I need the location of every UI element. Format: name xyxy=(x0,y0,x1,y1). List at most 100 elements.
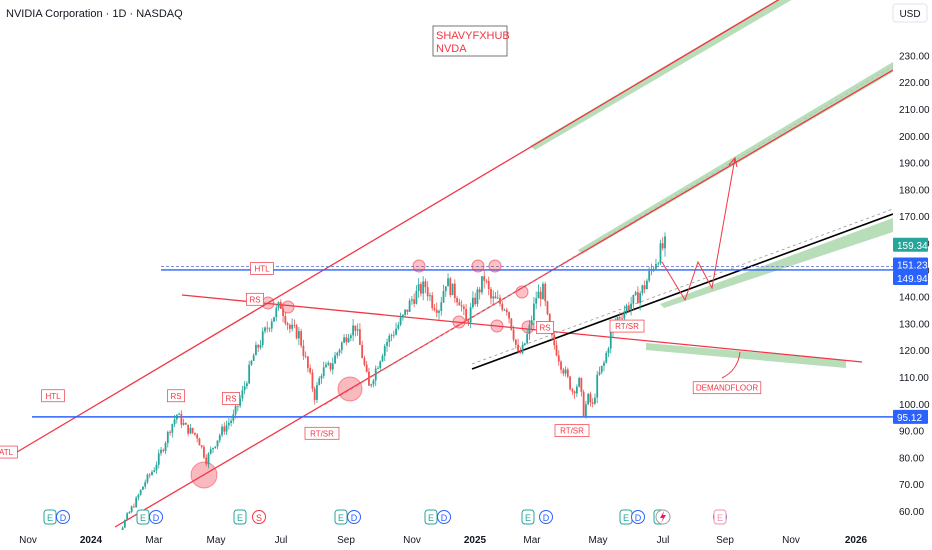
dividend-marker[interactable]: D xyxy=(56,510,70,524)
candle-body xyxy=(517,344,519,352)
dividend-marker[interactable]: D xyxy=(539,510,553,524)
candle-body xyxy=(169,431,171,433)
candle-body xyxy=(184,422,187,425)
candle-body xyxy=(542,283,544,300)
annotation-label[interactable]: RT/SR xyxy=(304,426,340,440)
candle-body xyxy=(510,318,513,330)
candle-body xyxy=(456,298,458,303)
x-tick-label: Sep xyxy=(337,535,355,546)
candle-body xyxy=(273,317,275,322)
candle-body xyxy=(115,538,117,543)
earnings-marker[interactable]: E xyxy=(424,509,438,525)
annotation-label[interactable]: RT/SR xyxy=(609,319,645,333)
candle-body xyxy=(582,391,585,417)
candle-body xyxy=(300,331,303,346)
candle-body xyxy=(361,344,364,358)
candle-body xyxy=(435,309,438,313)
split-marker[interactable]: S xyxy=(252,510,266,524)
candle-body xyxy=(440,302,443,311)
candle-body xyxy=(555,345,558,356)
candle-body xyxy=(325,364,327,368)
candle-body xyxy=(246,383,248,387)
candle-body xyxy=(639,293,642,304)
candle-body xyxy=(110,544,112,549)
annotation-label[interactable]: RS xyxy=(536,321,554,334)
candle-body xyxy=(139,489,142,495)
event-marker-label: E xyxy=(47,513,53,523)
event-marker-label: D xyxy=(153,513,160,523)
y-tick-label: 230.00 xyxy=(899,51,930,62)
candle-body xyxy=(603,362,605,366)
annotation-text: RT/SR xyxy=(310,429,334,438)
candle-body xyxy=(334,355,336,364)
annotation-label[interactable]: RS xyxy=(222,392,240,405)
candle-body xyxy=(451,283,454,296)
candle-body xyxy=(600,365,603,373)
dividend-marker[interactable]: D xyxy=(631,510,645,524)
earnings-marker[interactable]: E xyxy=(521,509,535,525)
candle-body xyxy=(232,414,235,421)
highlight-circle xyxy=(471,259,485,273)
candle-body xyxy=(205,457,208,465)
annotation-label[interactable]: HTL xyxy=(250,262,274,275)
candle-body xyxy=(137,494,140,498)
candle-body xyxy=(349,335,352,339)
candle-body xyxy=(607,348,610,353)
event-marker-label: E xyxy=(717,513,723,523)
candle-body xyxy=(539,291,542,300)
candle-body xyxy=(279,302,282,309)
candle-body xyxy=(347,338,350,343)
annotation-label[interactable]: RS xyxy=(246,292,264,306)
annotation-label[interactable]: RT/SR xyxy=(554,424,590,437)
candle-body xyxy=(359,329,361,345)
y-tick-label: 140.00 xyxy=(899,293,930,304)
candle-body xyxy=(182,422,185,425)
candle-body xyxy=(331,363,334,370)
annotation-label[interactable]: ATL xyxy=(0,445,18,459)
x-tick-label: May xyxy=(207,535,226,546)
earnings-marker[interactable]: E xyxy=(619,509,633,525)
candle-body xyxy=(374,368,377,381)
earnings-marker[interactable]: E xyxy=(43,509,57,525)
candle-body xyxy=(453,283,456,299)
candle-body xyxy=(569,376,571,390)
annotation-label[interactable]: HTL xyxy=(41,389,65,403)
candle-body xyxy=(433,308,436,310)
earnings-marker[interactable]: E xyxy=(334,509,348,525)
candle-body xyxy=(641,285,644,294)
annotation-label[interactable]: RS xyxy=(167,389,185,403)
candle-body xyxy=(302,345,305,356)
lightning-icon[interactable] xyxy=(655,509,671,525)
candle-body xyxy=(343,337,345,343)
y-tick-label: 80.00 xyxy=(899,453,924,464)
currency-box[interactable] xyxy=(892,3,928,23)
price-tag-label: 95.12 xyxy=(897,413,922,424)
candle-body xyxy=(528,324,531,335)
upper-channel-shade xyxy=(530,0,792,150)
candle-body xyxy=(123,520,126,528)
annotation-text: RT/SR xyxy=(560,427,584,436)
y-tick-label: 110.00 xyxy=(899,373,929,384)
candle-body xyxy=(571,389,574,392)
annotation-text: RS xyxy=(249,295,260,304)
earnings-marker[interactable]: E xyxy=(233,509,247,525)
earnings-marker[interactable]: E xyxy=(136,509,150,525)
highlight-circle xyxy=(412,259,426,273)
candle-body xyxy=(444,286,447,292)
candle-body xyxy=(316,384,318,400)
candle-body xyxy=(218,435,221,441)
candle-body xyxy=(173,419,176,425)
candle-body xyxy=(650,269,653,271)
y-tick-label: 210.00 xyxy=(899,105,930,116)
candle-body xyxy=(243,386,246,391)
candle-body xyxy=(598,372,601,375)
dividend-marker[interactable]: D xyxy=(437,510,451,524)
dividend-marker[interactable]: D xyxy=(149,510,163,524)
future-earnings-marker[interactable]: E xyxy=(713,509,727,525)
dividend-marker[interactable]: D xyxy=(347,510,361,524)
candle-body xyxy=(643,285,646,290)
annotation-label[interactable]: DEMANDFLOOR xyxy=(692,381,762,395)
candle-body xyxy=(329,362,332,370)
candle-body xyxy=(266,327,269,329)
